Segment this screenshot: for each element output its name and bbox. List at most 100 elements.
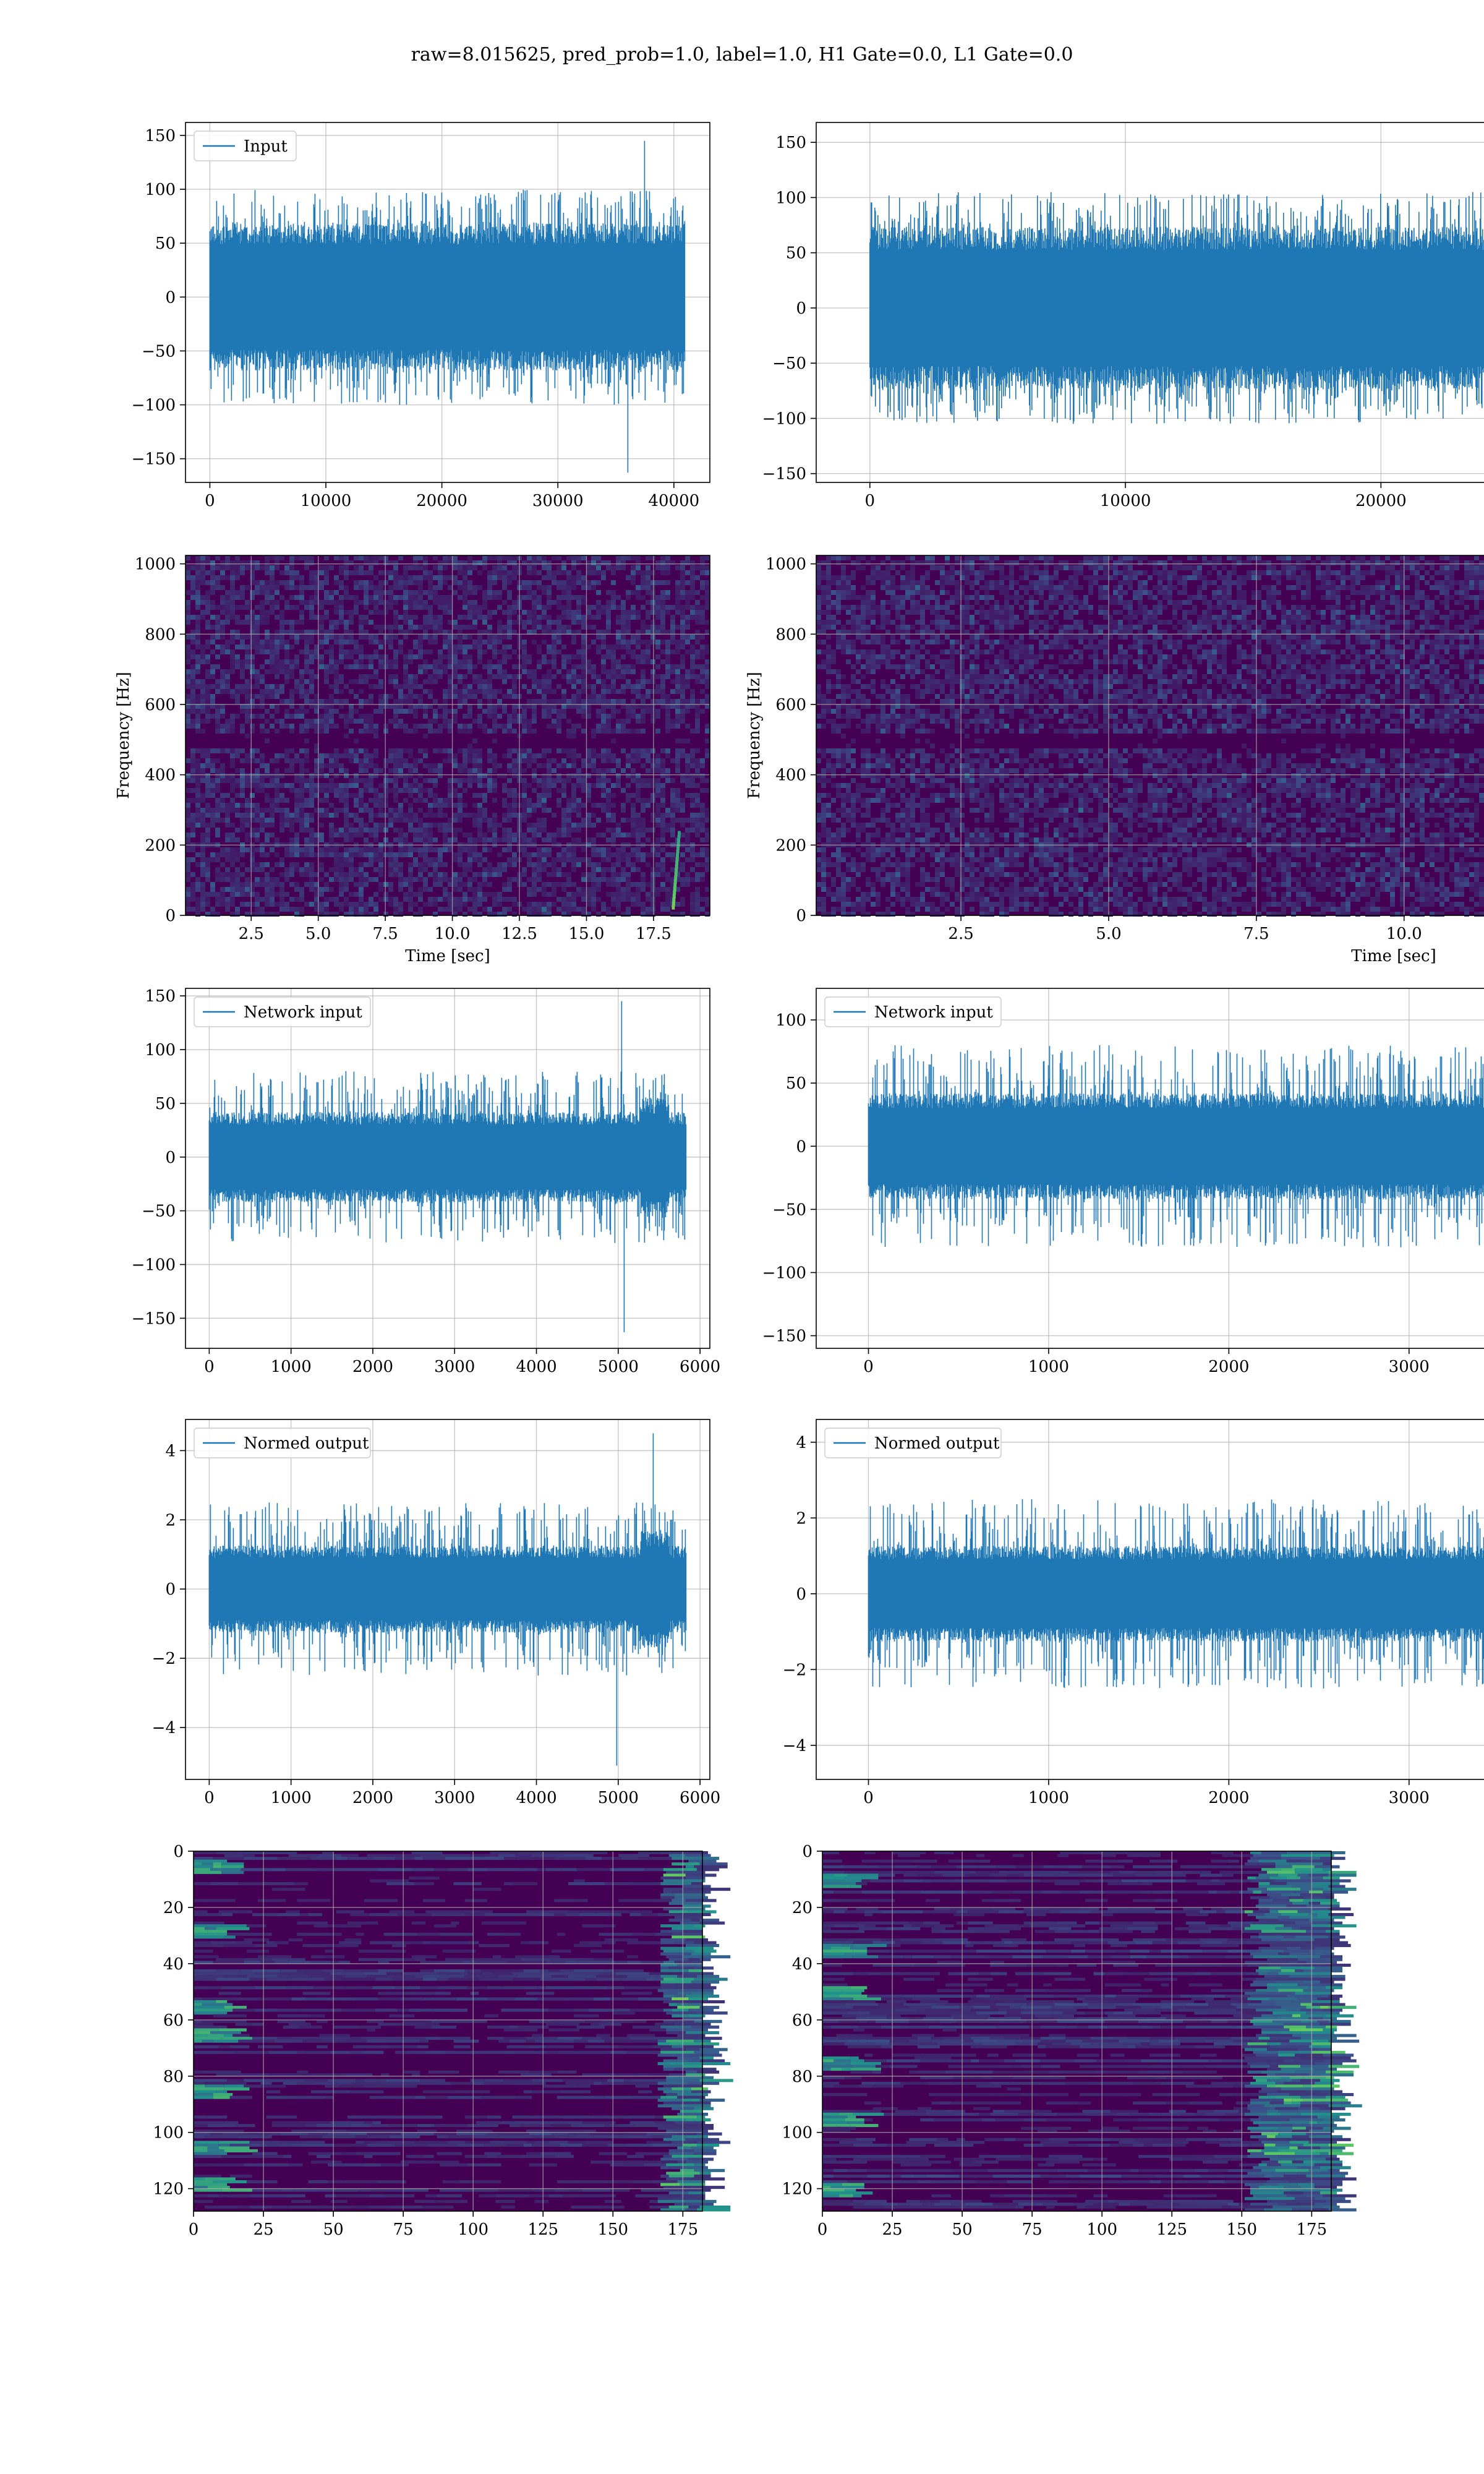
- legend-label: Input: [244, 137, 288, 156]
- x-tick-label: 5.0: [305, 925, 331, 943]
- chirp-track: [674, 871, 678, 876]
- y-tick-label: 4: [165, 1442, 176, 1460]
- chirp-track: [677, 831, 681, 836]
- y-tick-label: 100: [145, 1041, 176, 1059]
- x-tick-label: 0: [205, 492, 215, 510]
- series-line: [209, 140, 686, 473]
- chirp-track: [672, 901, 675, 906]
- y-tick-label: 100: [145, 181, 176, 199]
- legend-label: Normed output: [244, 1434, 369, 1453]
- x-tick-label: 0: [204, 1789, 215, 1807]
- y-tick-label: −100: [762, 409, 806, 428]
- y-tick-label: 200: [775, 836, 806, 855]
- panel-r4c0: 0 25 50 75 100 125 150 175 0 20 40 60 80 100 120: [153, 1843, 733, 2239]
- x-axis-label: Time [sec]: [405, 947, 490, 965]
- y-tick-label: 100: [775, 1011, 806, 1030]
- panel-r3c0: 0 1000 2000 3000 4000 5000 6000 −4 −2 0 2 4 Normed o…: [152, 1419, 720, 1807]
- chirp-track: [672, 905, 675, 910]
- x-tick-label: 25: [882, 2220, 903, 2239]
- x-tick-label: 0: [863, 1358, 874, 1376]
- y-tick-label: 800: [145, 625, 176, 644]
- x-tick-label: 5000: [598, 1358, 639, 1376]
- y-tick-label: −100: [132, 396, 176, 415]
- series-line: [208, 1001, 687, 1332]
- chirp-track: [676, 849, 680, 854]
- chirp-track: [672, 894, 676, 899]
- y-tick-label: −50: [772, 354, 806, 373]
- chirp-track: [676, 853, 680, 858]
- y-tick-label: 40: [163, 1955, 184, 1974]
- x-tick-label: 15.0: [569, 925, 605, 943]
- x-tick-label: 2000: [1208, 1358, 1249, 1376]
- chirp-track: [675, 864, 678, 869]
- y-tick-label: 0: [802, 1843, 812, 1861]
- x-tick-label: 50: [952, 2220, 973, 2239]
- x-tick-label: 10000: [301, 492, 352, 510]
- figure-suptitle: raw=8.015625, pred_prob=1.0, label=1.0, …: [411, 44, 1073, 66]
- chirp-track: [675, 857, 679, 862]
- y-tick-label: 80: [163, 2068, 184, 2086]
- y-tick-label: 0: [165, 288, 176, 307]
- y-tick-label: 400: [145, 766, 176, 785]
- legend-box: [824, 996, 1002, 1027]
- y-tick-label: 0: [165, 907, 176, 925]
- y-tick-label: 600: [775, 696, 806, 714]
- y-tick-label: 0: [173, 1843, 184, 1861]
- x-tick-label: 50: [323, 2220, 344, 2239]
- y-tick-label: 0: [796, 1137, 806, 1156]
- chirp-track: [676, 842, 680, 847]
- x-tick-label: 17.5: [636, 925, 672, 943]
- x-tick-label: 1000: [271, 1789, 312, 1807]
- x-tick-label: 20000: [416, 492, 467, 510]
- y-tick-label: 60: [792, 2011, 812, 2030]
- x-tick-label: 4000: [516, 1358, 556, 1376]
- x-tick-label: 2000: [352, 1789, 393, 1807]
- x-tick-label: 150: [1226, 2220, 1257, 2239]
- y-tick-label: 800: [775, 625, 806, 644]
- y-tick-label: 400: [775, 766, 806, 785]
- legend-box: [824, 1427, 1002, 1458]
- chirp-track: [674, 875, 678, 880]
- x-tick-label: 0: [204, 1358, 215, 1376]
- chirp-track: [673, 879, 677, 884]
- y-tick-label: −4: [783, 1737, 806, 1755]
- y-tick-label: 20: [163, 1899, 184, 1917]
- x-tick-label: 2000: [1208, 1789, 1249, 1807]
- x-tick-label: 30000: [532, 492, 584, 510]
- y-axis-label: Frequency [Hz]: [745, 672, 764, 799]
- x-tick-label: 175: [668, 2220, 699, 2239]
- x-tick-label: 3000: [1389, 1358, 1430, 1376]
- y-tick-label: 0: [796, 907, 806, 925]
- y-tick-label: 150: [775, 134, 806, 152]
- y-tick-label: 1000: [135, 555, 176, 574]
- y-tick-label: −150: [132, 450, 176, 469]
- y-tick-label: −4: [152, 1719, 176, 1737]
- x-tick-label: 4000: [516, 1789, 556, 1807]
- legend-label: Normed output: [874, 1434, 1000, 1453]
- y-tick-label: 100: [782, 2124, 812, 2142]
- y-tick-label: 100: [153, 2124, 184, 2142]
- spectrogram-cells: [186, 555, 710, 917]
- panel-r0c0: 0 10000 20000 30000 40000 −150 −100 −50 0 50 100 15…: [132, 122, 710, 510]
- panel-r2c0: 0 1000 2000 3000 4000 5000 6000 −150 −100 −50 0 50 1…: [132, 987, 721, 1376]
- y-tick-label: −150: [762, 1327, 806, 1346]
- chirp-track: [672, 897, 676, 902]
- x-tick-label: 0: [865, 492, 876, 510]
- x-tick-label: 40000: [648, 492, 699, 510]
- x-tick-label: 7.5: [372, 925, 398, 943]
- y-tick-label: 600: [145, 696, 176, 714]
- x-tick-label: 100: [1086, 2220, 1117, 2239]
- x-tick-label: 150: [597, 2220, 628, 2239]
- axes-frame: [185, 555, 710, 916]
- y-tick-label: 1000: [765, 555, 806, 574]
- chirp-track: [673, 883, 677, 888]
- y-tick-label: −150: [762, 465, 806, 484]
- x-tick-label: 100: [458, 2220, 488, 2239]
- y-tick-label: 0: [165, 1580, 176, 1599]
- x-tick-label: 125: [527, 2220, 558, 2239]
- legend: Input: [194, 131, 297, 161]
- y-tick-label: −50: [142, 342, 176, 361]
- x-tick-label: 20000: [1355, 492, 1407, 510]
- series-line: [869, 192, 1484, 424]
- x-tick-label: 10000: [1100, 492, 1151, 510]
